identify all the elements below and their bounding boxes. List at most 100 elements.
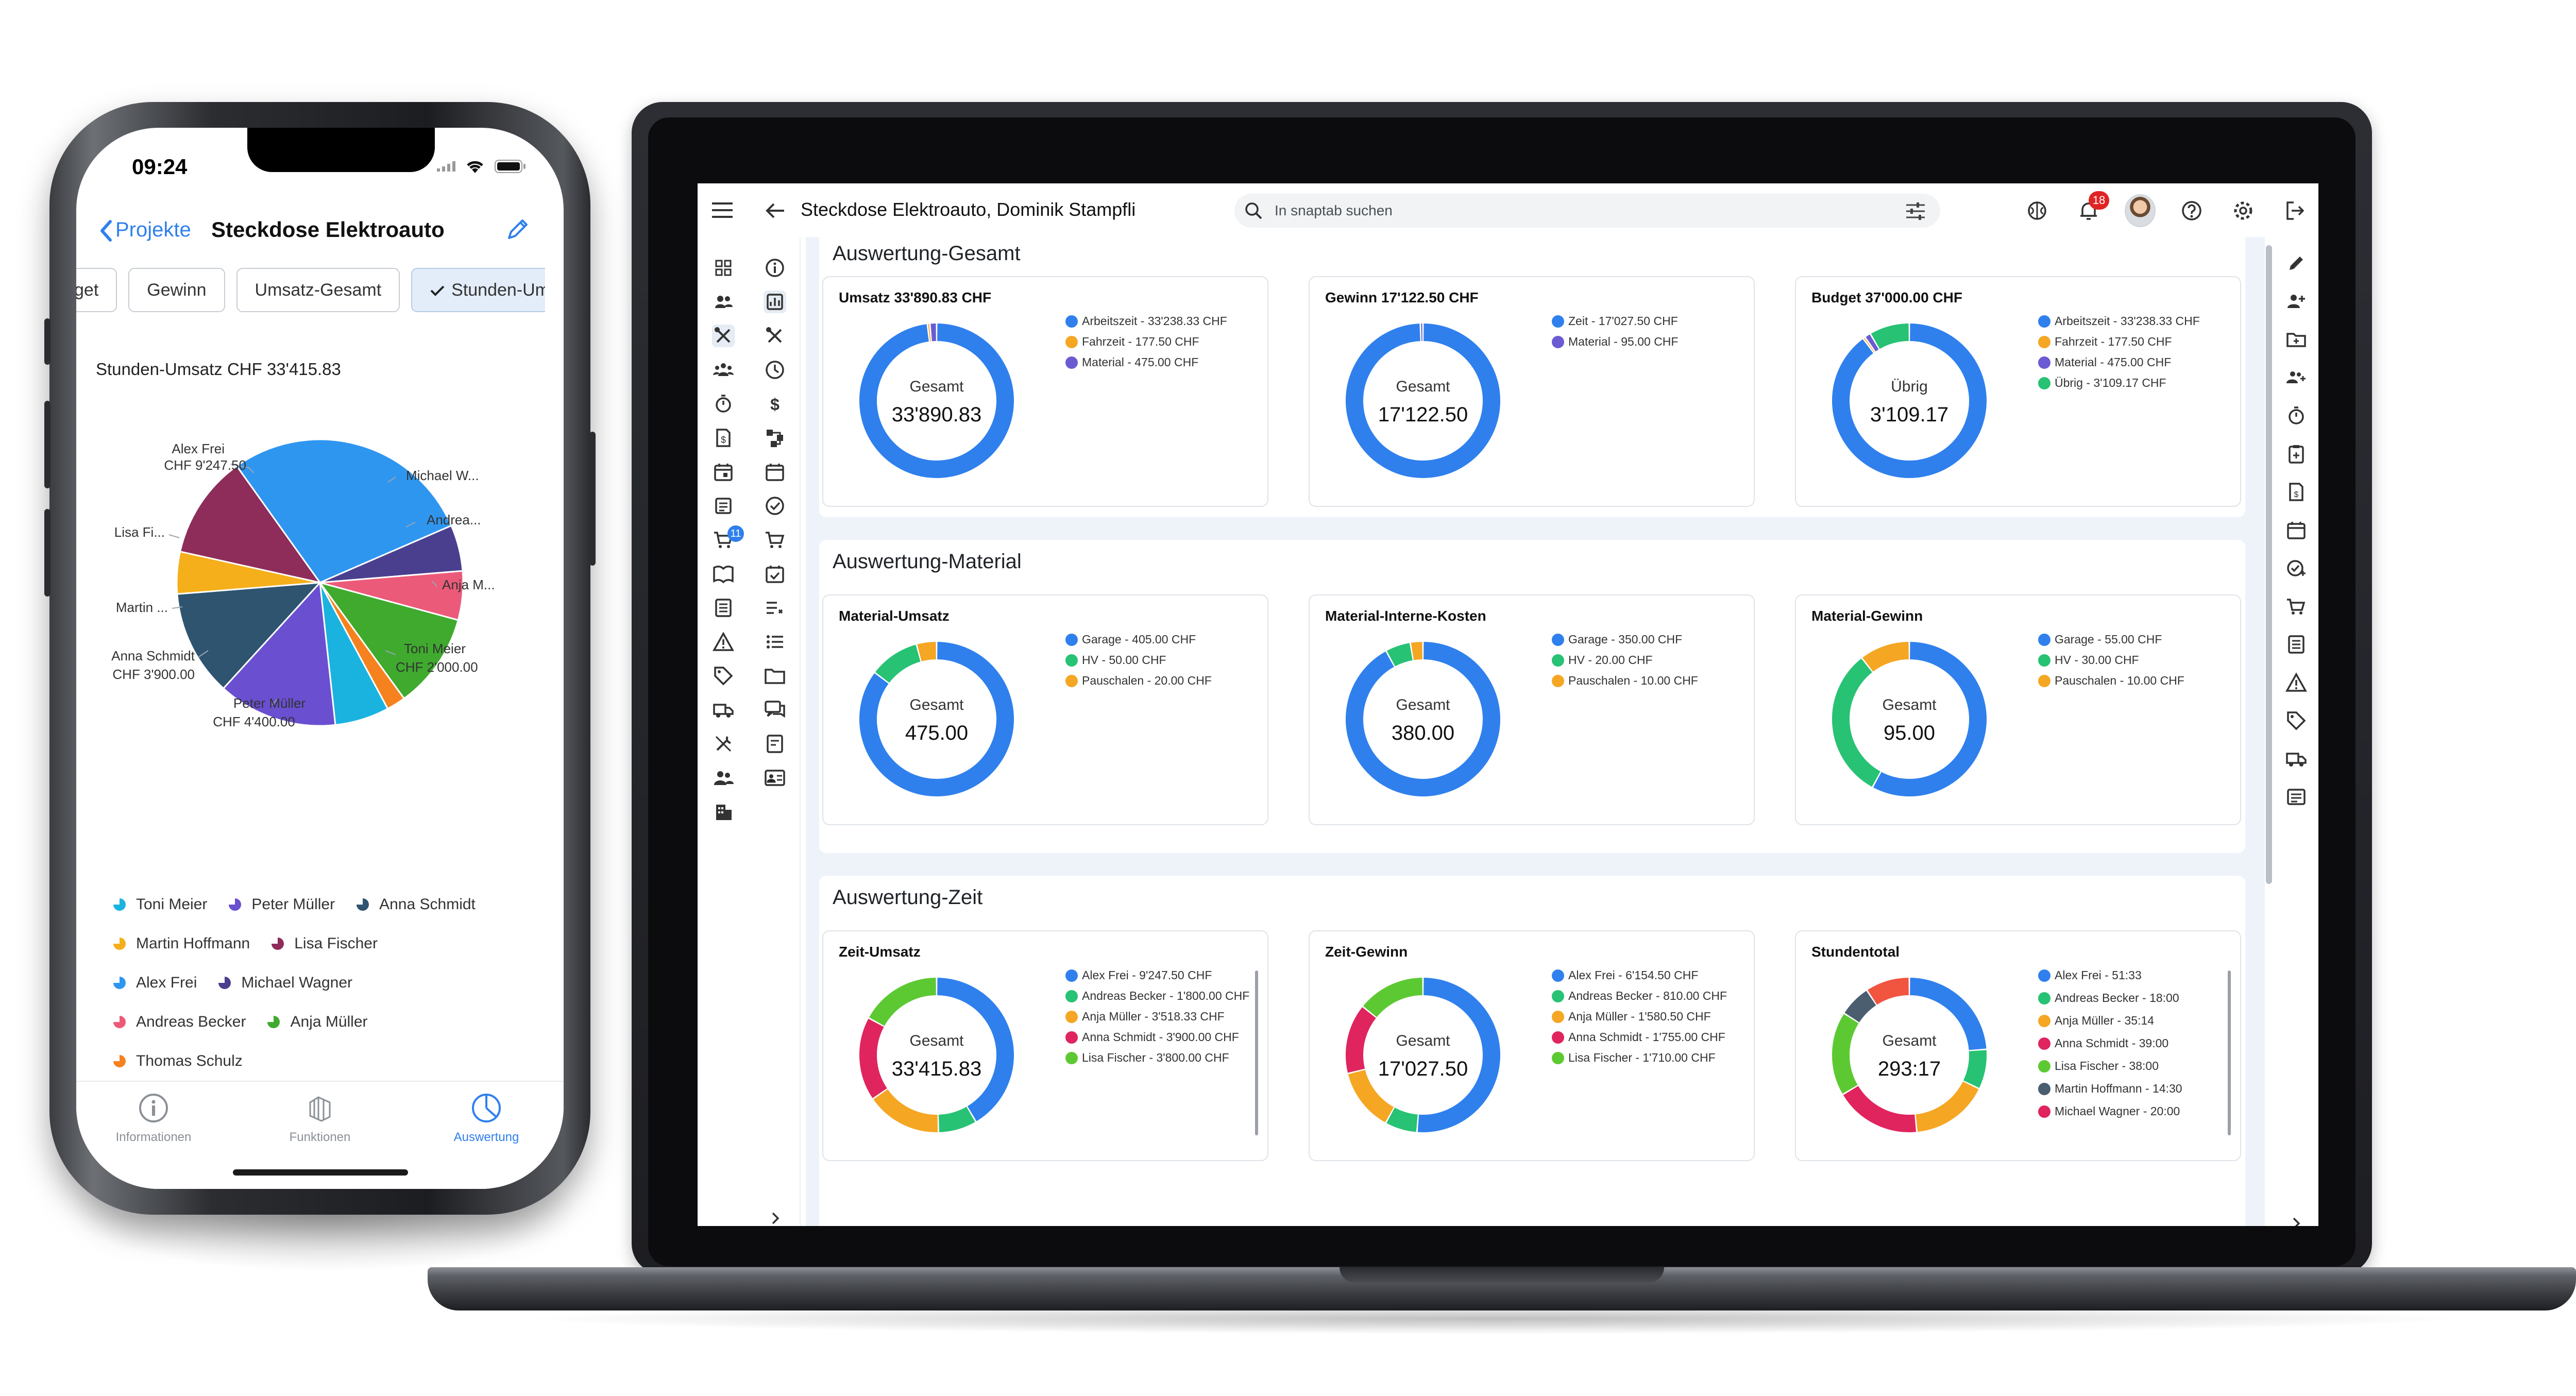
back-button-label[interactable]: Projekte	[115, 218, 191, 241]
calendar-check-icon[interactable]	[764, 563, 786, 585]
legend-item-alex[interactable]: Alex Frei	[112, 974, 197, 992]
legend-item[interactable]: Pauschalen - 10.00 CHF	[1552, 674, 1742, 687]
legend-item-michael[interactable]: Michael Wagner	[217, 974, 352, 992]
chip-umsatz-gesamt[interactable]: Umsatz-Gesamt	[236, 268, 400, 312]
chevron-right-icon[interactable]	[2289, 1216, 2304, 1226]
calendar-icon[interactable]	[764, 461, 786, 483]
invoice-add-icon[interactable]: $	[2285, 481, 2307, 503]
truck-icon[interactable]	[2285, 748, 2307, 770]
donut-segment-michael-wagner[interactable]	[1867, 978, 1909, 1005]
clock-icon[interactable]	[764, 359, 786, 381]
legend-item[interactable]: Anna Schmidt - 39:00	[2038, 1036, 2224, 1050]
task-add-icon[interactable]	[2285, 557, 2307, 579]
warning-icon[interactable]	[2285, 672, 2307, 693]
legend-item[interactable]: Garage - 350.00 CHF	[1552, 633, 1742, 646]
back-arrow-icon[interactable]	[764, 199, 787, 223]
legend-item-andreas[interactable]: Andreas Becker	[112, 1013, 246, 1031]
back-chevron-icon[interactable]	[92, 215, 123, 246]
donut-segment-hv[interactable]	[1832, 658, 1881, 787]
building-icon[interactable]	[712, 801, 735, 823]
legend-item[interactable]: Zeit - 17'027.50 CHF	[1552, 314, 1742, 328]
chat-icon[interactable]	[764, 699, 786, 721]
tag-icon[interactable]	[712, 665, 735, 687]
pencil-icon[interactable]	[2285, 252, 2307, 274]
donut-segment-anja-m-ller[interactable]	[1915, 1081, 1979, 1132]
legend-item[interactable]: Übrig - 3'109.17 CHF	[2038, 376, 2229, 389]
legend-item[interactable]: HV - 30.00 CHF	[2038, 653, 2229, 667]
pie-slice-lisa-fischer[interactable]	[179, 465, 322, 584]
legend-item[interactable]: Martin Hoffmann - 14:30	[2038, 1082, 2224, 1095]
stunden-umsatz-pie-chart[interactable]: Alex Frei CHF 9'247.50 Michael W... Andr…	[76, 416, 564, 828]
legend-item[interactable]: Anna Schmidt - 3'900.00 CHF	[1065, 1030, 1251, 1044]
donut-chart[interactable]: Gesamt 475.00	[854, 637, 1019, 802]
donut-segment-anja-m-ller[interactable]	[873, 1089, 938, 1132]
donut-segment-andreas-becker[interactable]	[938, 1106, 975, 1132]
legend-item[interactable]: Lisa Fischer - 38:00	[2038, 1059, 2224, 1072]
pie-slice-alex-frei[interactable]	[235, 438, 453, 584]
legend-item[interactable]: Alex Frei - 51:33	[2038, 968, 2224, 982]
legend-item[interactable]: Garage - 405.00 CHF	[1065, 633, 1256, 646]
notifications-button[interactable]: 18	[2073, 191, 2109, 226]
legend-scrollbar[interactable]	[2228, 971, 2231, 1135]
donut-chart[interactable]: Gesamt 95.00	[1827, 637, 1992, 802]
legend-item-peter[interactable]: Peter Müller	[228, 896, 335, 913]
calendar-icon[interactable]	[712, 461, 735, 483]
legend-item[interactable]: Material - 475.00 CHF	[1065, 355, 1256, 369]
donut-chart[interactable]: Übrig 3'109.17	[1827, 318, 1992, 483]
donut-segment-pauschalen[interactable]	[1862, 642, 1909, 672]
legend-item-thomas[interactable]: Thomas Schulz	[112, 1052, 243, 1070]
donut-segment-arbeitszeit[interactable]	[1832, 324, 1987, 478]
donut-segment-andreas-becker[interactable]	[1386, 1108, 1418, 1132]
search-bar[interactable]	[1234, 194, 1940, 228]
legend-item[interactable]: Andreas Becker - 18:00	[2038, 991, 2224, 1005]
notes-icon[interactable]	[712, 495, 735, 517]
tab-informationen[interactable]: Informationen	[87, 1091, 221, 1145]
legend-item[interactable]: Material - 475.00 CHF	[2038, 355, 2229, 369]
users-icon[interactable]	[712, 767, 735, 789]
pie-slice-anna-schmidt[interactable]	[176, 582, 322, 690]
legend-item[interactable]: Lisa Fischer - 1'710.00 CHF	[1552, 1051, 1737, 1064]
legend-item[interactable]: Arbeitszeit - 33'238.33 CHF	[2038, 314, 2229, 328]
wrench-icon[interactable]	[712, 733, 735, 755]
donut-segment-pauschalen[interactable]	[917, 642, 937, 661]
report-icon[interactable]	[764, 733, 786, 755]
legend-item-lisa[interactable]: Lisa Fischer	[270, 935, 378, 952]
ai-brain-button[interactable]	[2022, 195, 2053, 226]
donut-segment-lisa-fischer[interactable]	[869, 978, 937, 1026]
tab-funktionen[interactable]: Funktionen	[253, 1091, 387, 1145]
legend-item[interactable]: Anja Müller - 3'518.33 CHF	[1065, 1010, 1251, 1023]
legend-item-toni[interactable]: Toni Meier	[112, 896, 207, 913]
donut-segment-lisa-fischer[interactable]	[1832, 1014, 1859, 1094]
legend-item[interactable]: Michael Wagner - 20:00	[2038, 1104, 2224, 1118]
user-avatar-button[interactable]	[2125, 194, 2156, 227]
donut-segment-martin-hoffmann[interactable]	[1844, 991, 1876, 1023]
tools-icon[interactable]	[764, 325, 786, 347]
chip-stunden-umsatz[interactable]: Stunden-Um	[411, 268, 546, 312]
donut-segment-zeit[interactable]	[1346, 324, 1500, 478]
book-icon[interactable]	[712, 563, 735, 585]
contacts-icon[interactable]	[712, 291, 735, 313]
chevron-right-icon[interactable]	[768, 1211, 783, 1226]
legend-item[interactable]: Garage - 55.00 CHF	[2038, 633, 2229, 646]
donut-segment-anna-schmidt[interactable]	[859, 1018, 888, 1098]
clipboard-add-icon[interactable]	[2285, 443, 2307, 465]
legend-item[interactable]: HV - 20.00 CHF	[1552, 653, 1742, 667]
legend-item[interactable]: Alex Frei - 6'154.50 CHF	[1552, 968, 1737, 982]
contact-card-icon[interactable]	[764, 767, 786, 789]
legend-item[interactable]: Fahrzeit - 177.50 CHF	[2038, 335, 2229, 348]
team-icon[interactable]	[712, 359, 735, 381]
tools-icon[interactable]	[712, 325, 735, 347]
donut-segment-arbeitszeit[interactable]	[859, 324, 1014, 478]
donut-chart[interactable]: Gesamt 17'122.50	[1341, 318, 1505, 483]
legend-item-anja[interactable]: Anja Müller	[266, 1013, 368, 1031]
tab-auswertung[interactable]: Auswertung	[419, 1091, 553, 1145]
legend-item[interactable]: Anja Müller - 35:14	[2038, 1014, 2224, 1027]
legend-item[interactable]: Anna Schmidt - 1'755.00 CHF	[1552, 1030, 1737, 1044]
folder-add-icon[interactable]	[2285, 329, 2307, 350]
calendar-add-icon[interactable]	[2285, 519, 2307, 541]
donut-segment-anna-schmidt[interactable]	[1346, 1007, 1377, 1073]
donut-segment-andreas-becker[interactable]	[1963, 1050, 1987, 1088]
list-document-icon[interactable]	[712, 597, 735, 619]
legend-item[interactable]: Pauschalen - 20.00 CHF	[1065, 674, 1256, 687]
donut-segment-anja-m-ller[interactable]	[1348, 1069, 1394, 1122]
